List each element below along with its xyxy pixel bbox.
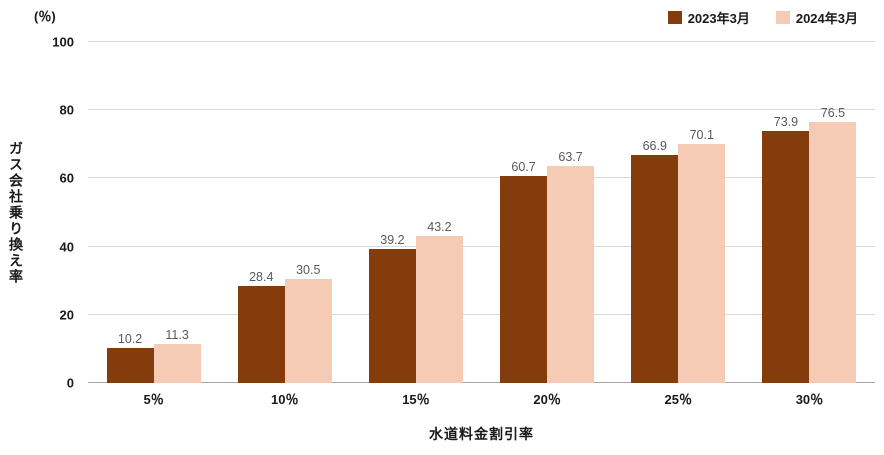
y-tick-label: 0 [66, 375, 74, 391]
plot-area: 10.2 11.3 28.4 30.5 39.2 43.2 60.7 63.7 66.9 70.1… [88, 41, 875, 383]
legend-item-series2: 2024年3月 [775, 8, 858, 27]
y-tick-label: 40 [59, 239, 74, 255]
bar-value-label: 30.5 [296, 263, 321, 277]
bar-value-label: 43.2 [427, 219, 452, 234]
y-tick-label: 20 [59, 307, 74, 323]
y-axis-unit-label: (％) [34, 9, 56, 24]
y-axis-title: ガス会社乗り換え率 [8, 140, 24, 285]
gridline [88, 177, 875, 179]
bar-series2 [153, 344, 201, 383]
gridline [88, 109, 875, 111]
bar-series2 [547, 165, 595, 383]
y-tick-label: 80 [59, 102, 74, 118]
bar-series2 [678, 143, 726, 383]
bar-value-label: 63.7 [558, 149, 583, 164]
legend-swatch-series2 [775, 11, 790, 24]
gridline [88, 41, 875, 42]
bar-value-label: 39.2 [380, 233, 405, 248]
bar-column: 76.5 [809, 42, 857, 383]
bar-value-label: 70.1 [689, 127, 714, 142]
bar-group: 28.4 30.5 [219, 42, 350, 383]
bar-column: 28.4 [237, 42, 285, 383]
bar-group: 10.2 11.3 [88, 42, 219, 383]
bar-column: 10.2 [106, 42, 154, 383]
bar-series1 [106, 348, 154, 383]
gridline [88, 313, 875, 315]
bar-value-label: 60.7 [511, 160, 536, 175]
x-tick-label: 25％ [664, 392, 692, 407]
x-axis-tick-labels: 5％ 10％ 15％ 20％ 25％ 30％ [88, 389, 875, 408]
bar-column: 63.7 [547, 42, 595, 383]
bar-series1 [237, 286, 285, 383]
bar-series2 [809, 122, 857, 383]
bar-column: 73.9 [762, 42, 810, 383]
bar-series2 [284, 279, 332, 383]
legend-item-series1: 2023年3月 [667, 8, 750, 27]
bar-groups: 10.2 11.3 28.4 30.5 39.2 43.2 60.7 63.7 66.9 70.1… [88, 42, 875, 383]
bar-column: 66.9 [631, 42, 679, 383]
legend-swatch-series1 [667, 11, 682, 24]
x-tick-label: 15％ [402, 392, 430, 407]
bar-group: 66.9 70.1 [613, 42, 744, 383]
x-tick-label: 5％ [143, 392, 164, 407]
bar-value-label: 73.9 [773, 115, 799, 130]
x-axis-title: 水道料金割引率 [429, 426, 534, 442]
bar-value-label: 28.4 [249, 270, 274, 285]
x-tick-label: 10％ [271, 392, 299, 407]
bar-column: 43.2 [415, 42, 463, 383]
bar-value-label: 10.2 [117, 332, 143, 347]
bar-series1 [631, 154, 679, 383]
x-tick-label: 30％ [795, 392, 824, 407]
gridline [88, 245, 875, 247]
bar-group: 60.7 63.7 [482, 42, 613, 383]
bar-group: 73.9 76.5 [744, 42, 875, 383]
bar-column: 30.5 [284, 42, 332, 383]
legend-label-series1: 2023年3月 [687, 11, 750, 26]
bar-series2 [415, 235, 463, 383]
bar-column: 39.2 [368, 42, 416, 383]
x-tick-label: 20％ [533, 392, 561, 407]
bar-group: 39.2 43.2 [350, 42, 481, 383]
bar-series1 [762, 131, 810, 383]
bar-value-label: 76.5 [820, 106, 846, 121]
bar-series1 [368, 249, 416, 383]
bar-column: 11.3 [153, 42, 201, 383]
bar-series1 [500, 176, 548, 383]
bar-column: 70.1 [678, 42, 726, 383]
bar-value-label: 11.3 [165, 328, 189, 343]
y-tick-label: 100 [52, 34, 74, 50]
y-axis-tick-labels: 0 20 40 60 80 100 [0, 35, 80, 391]
bar-column: 60.7 [500, 42, 548, 383]
legend: 2023年3月 2024年3月 [667, 8, 858, 27]
bar-value-label: 66.9 [642, 138, 667, 153]
legend-label-series2: 2024年3月 [795, 11, 858, 26]
gridline [88, 382, 875, 383]
y-tick-label: 60 [59, 170, 74, 186]
